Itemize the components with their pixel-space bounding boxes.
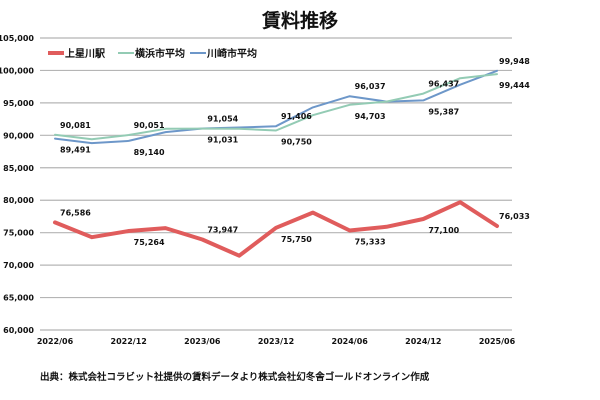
- legend-label: 横浜市平均: [135, 47, 185, 60]
- series-line: [53, 200, 499, 258]
- data-label: 75,264: [134, 238, 165, 247]
- data-label: 76,586: [60, 208, 91, 217]
- y-tick-label: 95,000: [3, 99, 34, 108]
- data-label: 96,037: [355, 82, 386, 91]
- series-line: [54, 73, 498, 141]
- legend-label: 上星川駅: [65, 47, 106, 60]
- data-label: 96,437: [428, 80, 459, 89]
- data-label: 91,031: [207, 136, 238, 145]
- data-label: 90,081: [60, 121, 91, 130]
- data-label: 91,406: [281, 112, 312, 121]
- x-tick-label: 2023/12: [258, 337, 294, 346]
- data-label: 73,947: [207, 225, 238, 234]
- y-tick-label: 100,000: [0, 66, 34, 75]
- data-label: 90,750: [281, 137, 312, 146]
- y-tick-label: 65,000: [3, 294, 34, 303]
- y-tick-label: 90,000: [3, 131, 34, 140]
- y-tick-label: 80,000: [3, 196, 34, 205]
- data-label: 91,054: [207, 114, 238, 123]
- data-label: 95,387: [428, 107, 459, 116]
- data-label: 99,948: [499, 57, 530, 66]
- y-tick-label: 75,000: [3, 229, 34, 238]
- data-label: 75,750: [281, 235, 312, 244]
- y-tick-label: 60,000: [3, 326, 34, 335]
- x-tick-label: 2024/12: [405, 337, 441, 346]
- y-tick-label: 105,000: [0, 34, 34, 43]
- data-label: 75,333: [355, 238, 386, 247]
- chart-title: 賃料推移: [261, 9, 338, 32]
- x-tick-label: 2022/12: [111, 337, 147, 346]
- data-label: 77,100: [428, 226, 459, 235]
- source-note: 出典：株式会社コラビット社提供の賃料データより株式会社幻冬舎ゴールドオンライン作…: [40, 371, 430, 383]
- x-tick-label: 2025/06: [479, 337, 516, 346]
- data-label: 89,491: [60, 146, 91, 155]
- data-label: 76,033: [499, 212, 530, 221]
- data-label: 94,703: [355, 112, 386, 121]
- series-line: [54, 69, 498, 145]
- x-tick-label: 2022/06: [37, 337, 74, 346]
- x-tick-label: 2023/06: [184, 337, 221, 346]
- data-label: 89,140: [134, 148, 165, 157]
- data-label: 99,444: [499, 81, 530, 90]
- x-tick-label: 2024/06: [332, 337, 369, 346]
- legend-label: 川崎市平均: [206, 47, 257, 60]
- y-tick-label: 70,000: [3, 261, 34, 270]
- y-tick-label: 85,000: [3, 164, 34, 173]
- data-label: 90,051: [134, 121, 165, 130]
